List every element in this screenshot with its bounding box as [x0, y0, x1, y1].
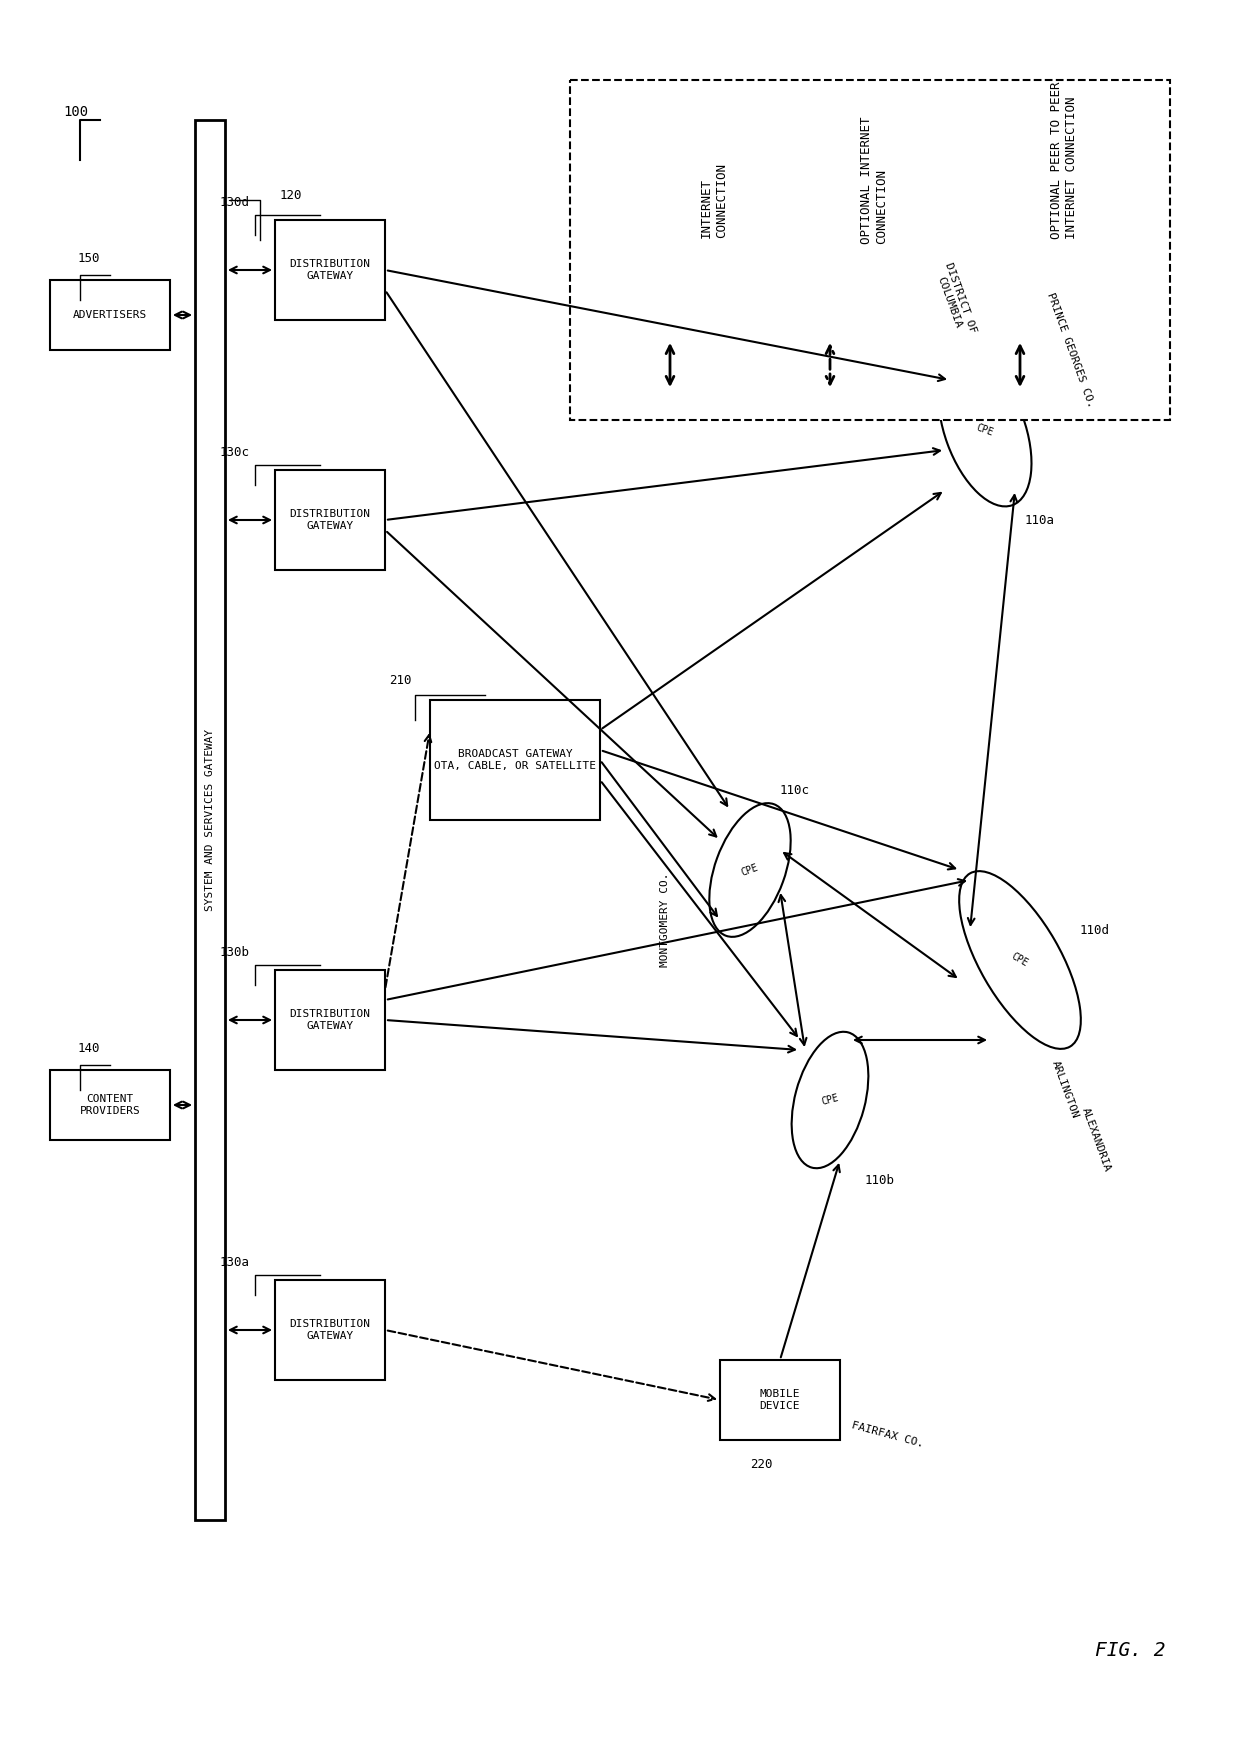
FancyBboxPatch shape	[275, 1280, 384, 1380]
FancyBboxPatch shape	[195, 119, 224, 1520]
Text: INTERNET
CONNECTION: INTERNET CONNECTION	[701, 163, 728, 237]
Text: CONTENT
PROVIDERS: CONTENT PROVIDERS	[79, 1094, 140, 1117]
Text: DISTRIBUTION
GATEWAY: DISTRIBUTION GATEWAY	[289, 1320, 371, 1341]
Text: OPTIONAL PEER TO PEER
INTERNET CONNECTION: OPTIONAL PEER TO PEER INTERNET CONNECTIO…	[1050, 81, 1078, 238]
Text: 120: 120	[280, 189, 303, 202]
FancyBboxPatch shape	[275, 969, 384, 1069]
Text: 130a: 130a	[219, 1255, 250, 1269]
FancyBboxPatch shape	[50, 1069, 170, 1139]
FancyBboxPatch shape	[430, 699, 600, 820]
Text: PRINCE GEORGES CO.: PRINCE GEORGES CO.	[1045, 291, 1096, 408]
Text: 130d: 130d	[219, 196, 250, 209]
Text: 140: 140	[77, 1041, 100, 1055]
Text: CPE: CPE	[740, 862, 760, 878]
FancyBboxPatch shape	[50, 280, 170, 351]
Text: MONTGOMERY CO.: MONTGOMERY CO.	[660, 873, 670, 968]
Text: 110b: 110b	[866, 1173, 895, 1187]
Text: 150: 150	[77, 251, 100, 265]
Text: 130c: 130c	[219, 445, 250, 459]
Text: CPE: CPE	[1009, 952, 1030, 969]
Text: FAIRFAX CO.: FAIRFAX CO.	[849, 1420, 924, 1450]
Text: DISTRIBUTION
GATEWAY: DISTRIBUTION GATEWAY	[289, 508, 371, 531]
Text: CPE: CPE	[975, 422, 994, 438]
Text: DISTRICT OF
COLUMBIA: DISTRICT OF COLUMBIA	[932, 261, 978, 338]
Text: SYSTEM AND SERVICES GATEWAY: SYSTEM AND SERVICES GATEWAY	[205, 729, 215, 912]
Text: BROADCAST GATEWAY
OTA, CABLE, OR SATELLITE: BROADCAST GATEWAY OTA, CABLE, OR SATELLI…	[434, 749, 596, 771]
Text: MOBILE
DEVICE: MOBILE DEVICE	[760, 1388, 800, 1411]
Text: CPE: CPE	[820, 1092, 839, 1108]
FancyBboxPatch shape	[275, 219, 384, 321]
Text: 110c: 110c	[780, 784, 810, 796]
Text: 210: 210	[389, 673, 412, 687]
Text: DISTRIBUTION
GATEWAY: DISTRIBUTION GATEWAY	[289, 259, 371, 280]
Text: 110a: 110a	[1025, 514, 1055, 526]
Text: ALEXANDRIA: ALEXANDRIA	[1080, 1106, 1112, 1173]
Text: 220: 220	[750, 1458, 773, 1471]
FancyBboxPatch shape	[275, 470, 384, 570]
FancyBboxPatch shape	[720, 1360, 839, 1439]
FancyBboxPatch shape	[570, 81, 1171, 421]
Text: 100: 100	[63, 105, 88, 119]
Text: DISTRIBUTION
GATEWAY: DISTRIBUTION GATEWAY	[289, 1010, 371, 1031]
Text: FIG. 2: FIG. 2	[1095, 1641, 1166, 1660]
Text: 110d: 110d	[1080, 924, 1110, 936]
Text: OPTIONAL INTERNET
CONNECTION: OPTIONAL INTERNET CONNECTION	[861, 116, 888, 244]
Text: 130b: 130b	[219, 945, 250, 959]
Text: ADVERTISERS: ADVERTISERS	[73, 310, 148, 321]
Text: ARLINGTON: ARLINGTON	[1050, 1061, 1080, 1120]
